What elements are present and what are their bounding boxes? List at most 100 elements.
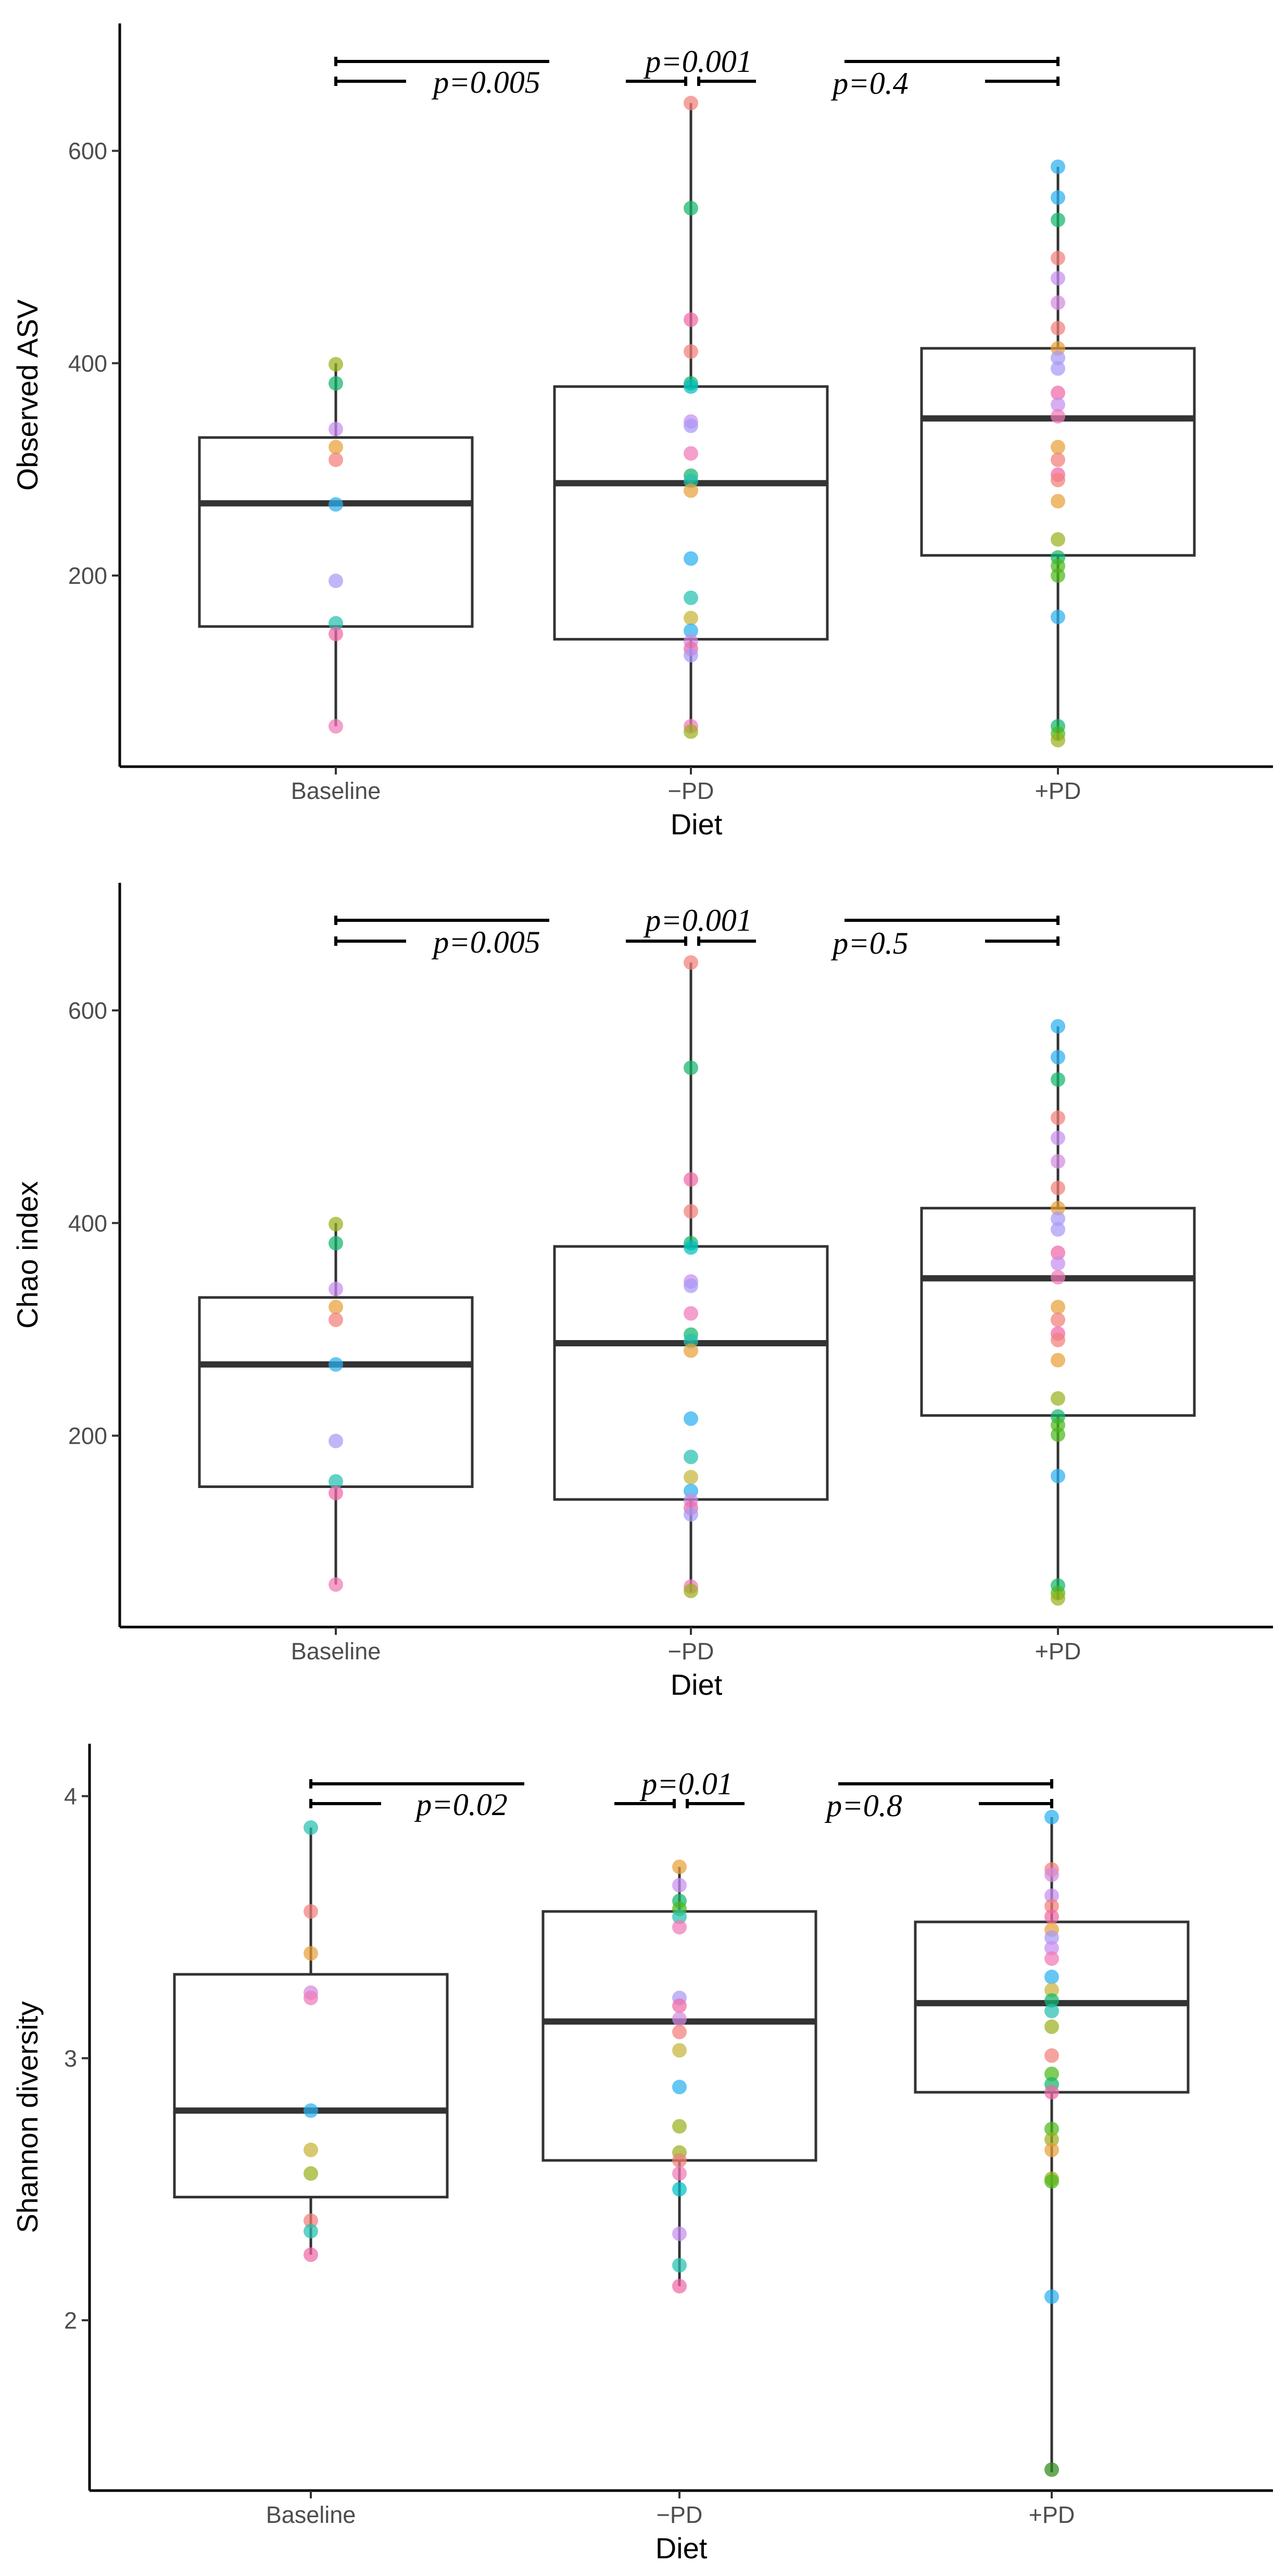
data-point <box>1051 397 1065 412</box>
x-axis-title: Diet <box>671 808 723 841</box>
data-point <box>1044 2132 1059 2147</box>
y-tick-label: 2 <box>64 2307 77 2334</box>
data-point <box>1044 1969 1059 1984</box>
data-point <box>672 2119 687 2134</box>
significance-brackets: p=0.005 p=0.001 p=0.4 <box>334 44 1060 101</box>
data-point <box>1044 1941 1059 1956</box>
data-point <box>672 2279 687 2294</box>
data-point <box>1051 295 1065 310</box>
data-point <box>1044 2462 1059 2477</box>
p-value-label: p=0.02 <box>414 1787 508 1822</box>
p-value-label: p=0.8 <box>824 1789 902 1823</box>
data-point <box>1044 2121 1059 2136</box>
data-point <box>329 627 343 642</box>
box <box>173 1973 449 2198</box>
data-point <box>329 1485 343 1500</box>
data-point <box>1044 1809 1059 1824</box>
data-point <box>1051 321 1065 336</box>
data-point <box>329 497 343 512</box>
data-point <box>304 1820 318 1835</box>
data-point <box>1051 452 1065 467</box>
data-point <box>672 2226 687 2241</box>
data-point <box>329 1299 343 1315</box>
p-value-label: p=0.5 <box>830 926 909 960</box>
data-point <box>1051 1154 1065 1169</box>
data-point <box>329 1281 343 1296</box>
data-point <box>329 1236 343 1251</box>
data-point <box>329 573 343 589</box>
y-axis-title: Chao index <box>11 1181 44 1329</box>
data-point <box>1051 190 1065 205</box>
x-tick-label: −PD <box>668 1638 714 1665</box>
data-point <box>1051 1270 1065 1285</box>
y-axis-title: Observed ASV <box>11 299 44 491</box>
data-point <box>1051 568 1065 583</box>
panel-2: 200 400 600 Baseline −PD +PD Diet Chao index p=0… <box>11 883 1273 1701</box>
data-point <box>1051 385 1065 401</box>
panel-1: 200 400 600 Baseline −PD +PD Diet Observed ASV p… <box>11 23 1273 841</box>
y-tick-label: 4 <box>64 1783 77 1810</box>
data-point <box>1051 1110 1065 1126</box>
data-point <box>672 2080 687 2095</box>
p-value-label: p=0.001 <box>643 44 752 79</box>
x-axis-title: Diet <box>655 2532 708 2565</box>
data-point <box>1051 351 1065 366</box>
data-point <box>672 2182 687 2197</box>
data-point <box>1051 1332 1065 1347</box>
data-point <box>1044 1951 1059 1966</box>
data-point <box>304 2103 318 2118</box>
data-point <box>1044 1867 1059 1882</box>
data-point <box>304 2247 318 2262</box>
data-point <box>1051 159 1065 174</box>
data-point <box>1051 472 1065 487</box>
significance-brackets: p=0.005 p=0.001 p=0.5 <box>334 903 1060 960</box>
p-value-label: p=0.005 <box>431 65 540 99</box>
data-point <box>672 1878 687 1893</box>
data-point <box>329 1312 343 1328</box>
data-point <box>329 376 343 391</box>
data-point <box>1051 532 1065 547</box>
data-point <box>1044 1930 1059 1945</box>
data-point <box>1051 1019 1065 1034</box>
data-point <box>1051 1130 1065 1145</box>
data-point <box>1044 1993 1059 2008</box>
data-point <box>672 2043 687 2058</box>
data-point <box>304 1946 318 1961</box>
data-point <box>1051 1256 1065 1271</box>
data-point <box>1051 733 1065 748</box>
y-tick-label: 400 <box>68 1210 107 1236</box>
data-point <box>684 1060 698 1076</box>
data-point <box>1044 2289 1059 2304</box>
data-point <box>1051 409 1065 424</box>
data-point <box>1051 1391 1065 1406</box>
data-point <box>684 379 698 394</box>
x-tick-label: Baseline <box>291 778 381 804</box>
data-point <box>684 201 698 216</box>
y-tick-label: 400 <box>68 350 107 377</box>
data-point <box>1051 494 1065 509</box>
data-point <box>672 2153 687 2168</box>
data-point <box>1044 2004 1059 2019</box>
data-point <box>684 1583 698 1598</box>
p-value-label: p=0.001 <box>643 903 752 937</box>
significance-brackets: p=0.02 p=0.01 p=0.8 <box>309 1767 1053 1823</box>
data-point <box>329 719 343 734</box>
data-point <box>329 452 343 467</box>
x-tick-label: +PD <box>1035 778 1081 804</box>
data-point <box>684 1507 698 1522</box>
y-tick-label: 200 <box>68 562 107 589</box>
data-point <box>684 551 698 566</box>
data-point <box>684 95 698 110</box>
data-point <box>1051 1591 1065 1606</box>
data-point <box>684 1449 698 1465</box>
data-point <box>1051 271 1065 286</box>
data-point <box>1051 1180 1065 1195</box>
data-point <box>329 1433 343 1448</box>
data-point <box>672 1998 687 2014</box>
y-axis-title: Shannon diversity <box>11 2001 44 2233</box>
data-point <box>1044 1888 1059 1903</box>
data-point <box>684 1411 698 1426</box>
data-point <box>672 2024 687 2040</box>
data-point <box>1044 1909 1059 1924</box>
